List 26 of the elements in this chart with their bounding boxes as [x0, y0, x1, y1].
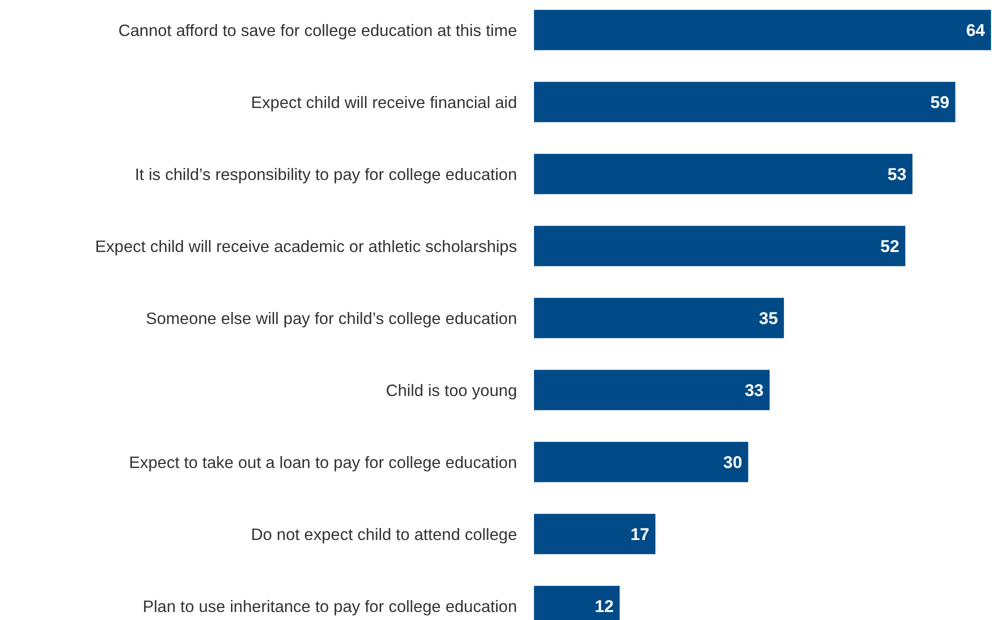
y-tick-label: Cannot afford to save for college education at this time	[118, 22, 517, 40]
bar	[534, 298, 784, 338]
bar	[534, 514, 656, 554]
bar	[534, 226, 906, 266]
bar	[534, 154, 912, 194]
y-tick-label: It is child’s responsibility to pay for college education	[134, 166, 517, 184]
y-tick-label: Expect child will receive financial aid	[251, 94, 517, 112]
data-label: 33	[744, 380, 764, 400]
data-label: 30	[723, 452, 742, 472]
y-tick-label: Someone else will pay for child’s college education	[146, 310, 517, 328]
y-tick-label: Child is too young	[386, 382, 517, 400]
data-label: 52	[880, 236, 900, 256]
data-label: 64	[966, 20, 986, 40]
y-tick-label: Expect child will receive academic or athletic scholarships	[95, 238, 517, 256]
data-label: 53	[888, 164, 906, 184]
data-label: 35	[759, 308, 778, 328]
y-tick-label: Plan to use inheritance to pay for college education	[142, 598, 517, 616]
y-tick-label: Do not expect child to attend college	[250, 526, 517, 544]
bar	[534, 442, 748, 482]
data-label: 59	[930, 92, 950, 112]
y-tick-label: Expect to take out a loan to pay for college education	[128, 454, 517, 472]
bar	[534, 82, 956, 122]
bar	[534, 370, 770, 410]
bar	[534, 10, 991, 50]
data-label: 12	[594, 596, 614, 616]
data-label: 17	[630, 524, 650, 544]
